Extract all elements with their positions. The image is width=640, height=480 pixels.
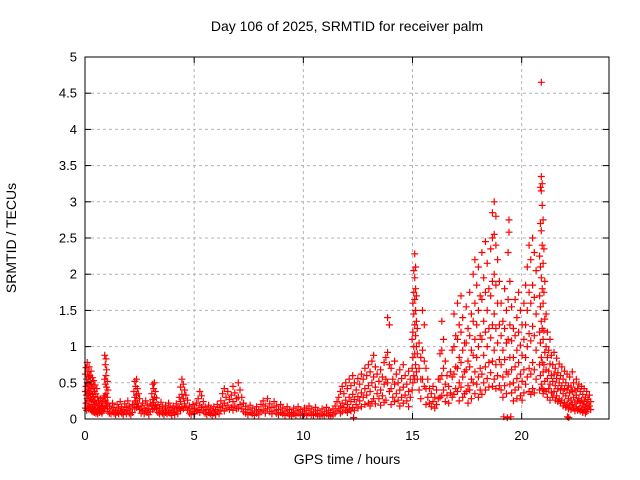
- y-tick-label: 5: [70, 50, 77, 65]
- y-axis-title: SRMTID / TECUs: [3, 183, 19, 293]
- x-tick-label: 20: [514, 428, 528, 443]
- y-tick-label: 2: [70, 267, 77, 282]
- y-tick-label: 2.5: [59, 231, 77, 246]
- x-tick-label: 10: [296, 428, 310, 443]
- y-tick-label: 0.5: [59, 375, 77, 390]
- y-tick-label: 4: [70, 122, 77, 137]
- data-points-layer: [81, 78, 595, 422]
- y-tick-label: 1: [70, 339, 77, 354]
- x-tick-label: 5: [191, 428, 198, 443]
- axes-frame-layer: [84, 56, 610, 420]
- y-tick-label: 1.5: [59, 303, 77, 318]
- y-tick-label: 3.5: [59, 158, 77, 173]
- data-points-path: [81, 78, 595, 422]
- y-tick-label: 3: [70, 194, 77, 209]
- chart-title: Day 106 of 2025, SRMTID for receiver pal…: [211, 18, 483, 34]
- x-axis-title: GPS time / hours: [294, 451, 401, 467]
- y-tick-label: 0: [70, 412, 77, 427]
- y-tick-label: 4.5: [59, 86, 77, 101]
- tick-label-layer: 0 5 10 15 20 0 0.5 1 1.5 2 2.5 3 3.5 4 4.5 5: [59, 50, 529, 444]
- x-tick-label: 15: [405, 428, 419, 443]
- x-tick-label: 0: [81, 428, 88, 443]
